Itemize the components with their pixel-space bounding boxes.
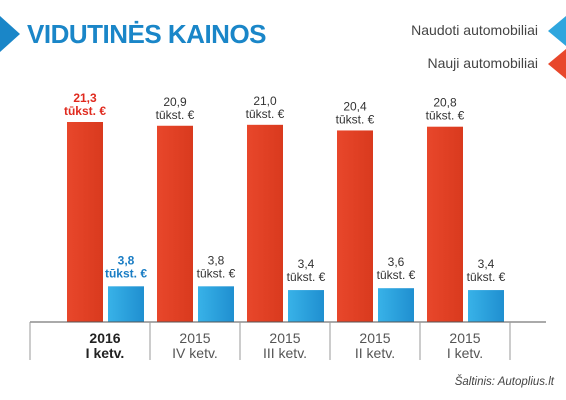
bar-used-1: [198, 286, 234, 322]
unit-label-used-2: tūkst. €: [287, 270, 326, 284]
value-label-used-3: 3,6: [388, 255, 405, 269]
legend-label-used: Naudoti automobiliai: [411, 22, 538, 38]
category-quarter-3: II ketv.: [355, 345, 395, 361]
unit-label-new-3: tūkst. €: [336, 112, 375, 126]
bar-used-3: [378, 288, 414, 322]
bar-used-4: [468, 290, 504, 322]
legend-label-new: Nauji automobiliai: [427, 55, 538, 71]
unit-label-used-1: tūkst. €: [197, 266, 236, 280]
bar-new-4: [427, 126, 463, 323]
category-year-0: 2016: [89, 330, 120, 346]
value-label-new-1: 20,9: [163, 95, 187, 109]
category-year-4: 2015: [449, 330, 480, 346]
page-title: VIDUTINĖS KAINOS: [27, 19, 267, 49]
bar-new-0: [67, 122, 103, 322]
bar-used-0: [108, 286, 144, 322]
category-year-2: 2015: [269, 330, 300, 346]
bar-new-3: [337, 130, 373, 322]
unit-label-new-2: tūkst. €: [246, 107, 285, 121]
legend-item-used: Naudoti automobiliai: [411, 22, 538, 38]
unit-label-new-1: tūkst. €: [156, 108, 195, 122]
source-note: Šaltinis: Autoplius.lt: [454, 376, 554, 388]
category-quarter-4: I ketv.: [447, 345, 483, 361]
bar-new-1: [157, 125, 193, 323]
legend-arrow-new-icon: [548, 49, 566, 79]
unit-label-used-4: tūkst. €: [467, 270, 506, 284]
legend-item-new: Nauji automobiliai: [427, 55, 538, 71]
value-label-new-4: 20,8: [433, 96, 457, 110]
category-quarter-2: III ketv.: [263, 345, 307, 361]
value-label-used-2: 3,4: [298, 257, 315, 271]
bar-new-2: [247, 124, 283, 323]
value-label-used-0: 3,8: [118, 253, 135, 267]
unit-label-new-4: tūkst. €: [426, 109, 465, 123]
title-arrow-icon: [0, 16, 20, 52]
value-label-used-4: 3,4: [478, 257, 495, 271]
value-label-new-2: 21,0: [253, 94, 277, 108]
category-quarter-1: IV ketv.: [172, 345, 218, 361]
category-year-3: 2015: [359, 330, 390, 346]
category-quarter-0: I ketv.: [86, 345, 125, 361]
value-label-new-3: 20,4: [343, 99, 367, 113]
unit-label-used-0: tūkst. €: [105, 266, 147, 280]
value-label-used-1: 3,8: [208, 253, 225, 267]
unit-label-used-3: tūkst. €: [377, 268, 416, 282]
legend-arrow-used-icon: [548, 16, 566, 46]
category-year-1: 2015: [179, 330, 210, 346]
unit-label-new-0: tūkst. €: [64, 104, 106, 118]
bar-used-2: [288, 290, 324, 322]
value-label-new-0: 21,3: [73, 91, 97, 105]
